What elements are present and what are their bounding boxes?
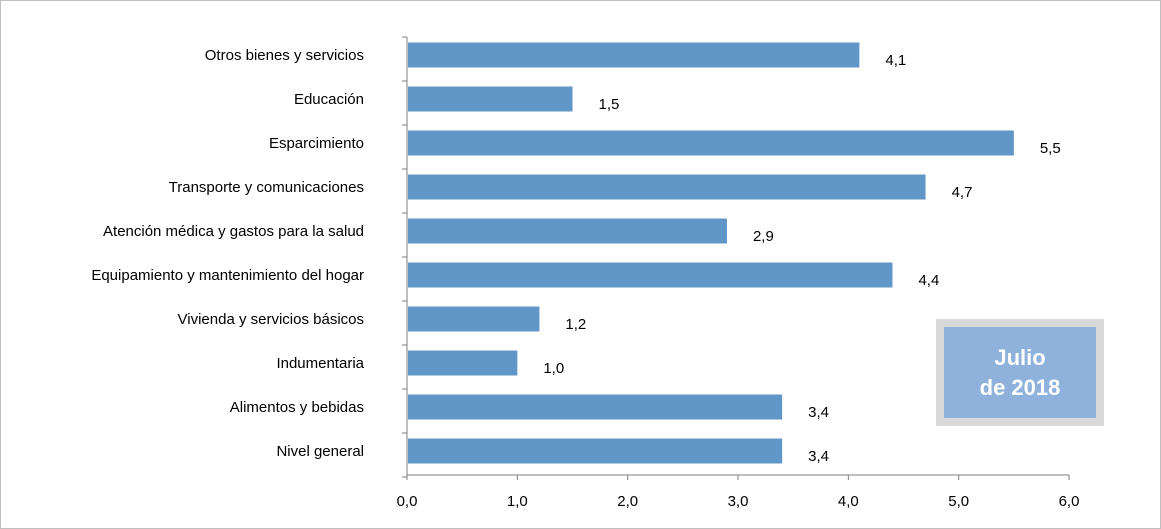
data-label: 4,1 <box>885 52 906 69</box>
category-label: Transporte y comunicaciones <box>169 179 364 196</box>
data-label: 3,4 <box>808 404 829 421</box>
x-tick-label: 1,0 <box>507 493 528 510</box>
category-label: Indumentaria <box>276 355 364 372</box>
data-label: 3,4 <box>808 448 829 465</box>
x-tick-label: 3,0 <box>728 493 749 510</box>
category-label: Esparcimiento <box>269 135 364 152</box>
bar <box>408 306 540 332</box>
badge-year: de 2018 <box>979 374 1061 400</box>
data-label: 5,5 <box>1040 140 1061 157</box>
category-label: Alimentos y bebidas <box>230 399 364 416</box>
x-tick-label: 4,0 <box>838 493 859 510</box>
data-label: 1,5 <box>599 96 620 113</box>
bar <box>408 174 926 200</box>
category-label: Atención médica y gastos para la salud <box>103 223 364 240</box>
bar <box>408 218 727 244</box>
x-tick-label: 5,0 <box>948 493 969 510</box>
category-label: Otros bienes y servicios <box>205 47 364 64</box>
bar <box>408 86 573 112</box>
category-label: Vivienda y servicios básicos <box>178 311 364 328</box>
data-label: 2,9 <box>753 228 774 245</box>
data-label: 4,7 <box>952 184 973 201</box>
date-badge-inner: Julio de 2018 <box>944 327 1096 418</box>
bar <box>408 42 860 68</box>
data-label: 1,2 <box>565 316 586 333</box>
bar <box>408 394 783 420</box>
x-tick-label: 0,0 <box>397 493 418 510</box>
bar <box>408 350 518 376</box>
date-badge: Julio de 2018 <box>936 319 1104 426</box>
bar <box>408 438 783 464</box>
x-tick-label: 6,0 <box>1059 493 1080 510</box>
data-label: 1,0 <box>543 360 564 377</box>
data-label: 4,4 <box>918 272 939 289</box>
category-label: Educación <box>294 91 364 108</box>
category-label: Equipamiento y mantenimiento del hogar <box>91 267 364 284</box>
category-label: Nivel general <box>276 443 364 460</box>
x-tick-label: 2,0 <box>617 493 638 510</box>
bar <box>408 130 1014 156</box>
badge-month: Julio <box>994 344 1046 370</box>
bar <box>408 262 893 288</box>
